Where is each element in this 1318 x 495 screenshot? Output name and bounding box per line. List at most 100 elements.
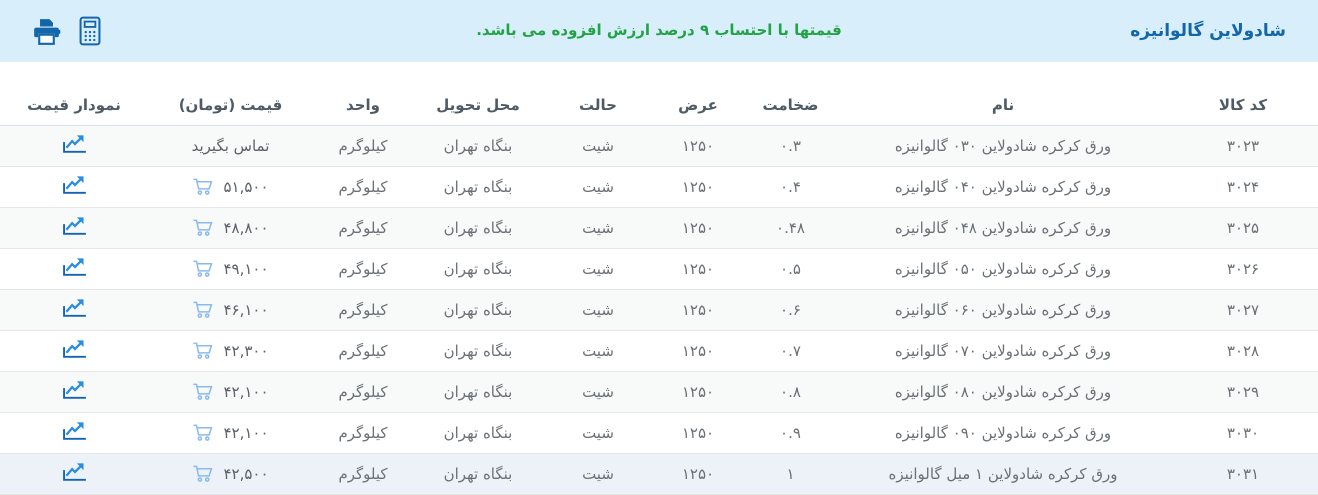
- col-header-price: قیمت (تومان): [148, 85, 313, 126]
- col-header-code: کد کالا: [1168, 85, 1318, 126]
- price-chart-button[interactable]: [62, 462, 87, 481]
- calculator-button[interactable]: [77, 16, 103, 46]
- page-title: شادولاین گالوانیزه: [1130, 21, 1286, 41]
- cell-code: ۳۰۲۷: [1168, 289, 1318, 331]
- line-chart-icon: [62, 422, 87, 443]
- cell-thickness: ۰.۵: [743, 248, 838, 290]
- price-value: ۴۶,۱۰۰: [223, 300, 269, 319]
- cell-unit: کیلوگرم: [313, 330, 413, 372]
- cell-thickness: ۰.۳: [743, 125, 838, 167]
- cell-width: ۱۲۵۰: [653, 166, 743, 208]
- cart-icon: [192, 465, 214, 486]
- calculator-icon: [77, 16, 103, 49]
- cell-unit: کیلوگرم: [313, 371, 413, 413]
- cell-delivery: بنگاه تهران: [413, 248, 543, 290]
- add-to-cart-button[interactable]: [192, 464, 214, 483]
- cell-code: ۳۰۳۱: [1168, 453, 1318, 495]
- cell-delivery: بنگاه تهران: [413, 371, 543, 413]
- cell-state: شیت: [543, 166, 653, 208]
- price-chart-button[interactable]: [62, 134, 87, 153]
- cell-price: ۴۲,۱۰۰: [148, 371, 313, 413]
- cell-thickness: ۰.۴۸: [743, 207, 838, 249]
- table-row: ۳۰۲۳ ورق کرکره شادولاین ۰۳۰ گالوانیزه ۰.…: [0, 125, 1318, 167]
- cell-width: ۱۲۵۰: [653, 248, 743, 290]
- cart-icon: [192, 219, 214, 240]
- cell-delivery: بنگاه تهران: [413, 453, 543, 495]
- cell-name: ورق کرکره شادولاین ۰۸۰ گالوانیزه: [838, 371, 1168, 413]
- add-to-cart-button[interactable]: [192, 382, 214, 401]
- cell-delivery: بنگاه تهران: [413, 289, 543, 331]
- cell-name: ورق کرکره شادولاین ۰۳۰ گالوانیزه: [838, 125, 1168, 167]
- cell-width: ۱۲۵۰: [653, 207, 743, 249]
- table-row: ۳۰۲۵ ورق کرکره شادولاین ۰۴۸ گالوانیزه ۰.…: [0, 207, 1318, 249]
- add-to-cart-button[interactable]: [192, 423, 214, 442]
- cart-icon: [192, 383, 214, 404]
- cell-price: ۵۱,۵۰۰: [148, 166, 313, 208]
- price-table: کد کالا نام ضخامت عرض حالت محل تحویل واح…: [0, 85, 1318, 495]
- cell-unit: کیلوگرم: [313, 453, 413, 495]
- price-chart-button[interactable]: [62, 257, 87, 276]
- cell-chart: [0, 207, 148, 249]
- cell-unit: کیلوگرم: [313, 125, 413, 167]
- cell-name: ورق کرکره شادولاین ۰۹۰ گالوانیزه: [838, 412, 1168, 454]
- line-chart-icon: [62, 381, 87, 402]
- line-chart-icon: [62, 463, 87, 484]
- col-header-unit: واحد: [313, 85, 413, 126]
- table-row: ۳۰۳۰ ورق کرکره شادولاین ۰۹۰ گالوانیزه ۰.…: [0, 412, 1318, 454]
- cell-code: ۳۰۲۳: [1168, 125, 1318, 167]
- cell-delivery: بنگاه تهران: [413, 166, 543, 208]
- add-to-cart-button[interactable]: [192, 341, 214, 360]
- line-chart-icon: [62, 176, 87, 197]
- cell-unit: کیلوگرم: [313, 248, 413, 290]
- add-to-cart-button[interactable]: [192, 259, 214, 278]
- cell-thickness: ۰.۹: [743, 412, 838, 454]
- cell-unit: کیلوگرم: [313, 207, 413, 249]
- price-value: ۴۸,۸۰۰: [223, 218, 269, 237]
- cell-state: شیت: [543, 330, 653, 372]
- cell-chart: [0, 248, 148, 290]
- price-chart-button[interactable]: [62, 421, 87, 440]
- cell-width: ۱۲۵۰: [653, 371, 743, 413]
- cell-state: شیت: [543, 125, 653, 167]
- table-row: ۳۰۲۶ ورق کرکره شادولاین ۰۵۰ گالوانیزه ۰.…: [0, 248, 1318, 290]
- cell-chart: [0, 166, 148, 208]
- cell-unit: کیلوگرم: [313, 289, 413, 331]
- add-to-cart-button[interactable]: [192, 300, 214, 319]
- col-header-delivery: محل تحویل: [413, 85, 543, 126]
- cell-thickness: ۱: [743, 453, 838, 495]
- cell-name: ورق کرکره شادولاین ۰۷۰ گالوانیزه: [838, 330, 1168, 372]
- table-row: ۳۰۲۴ ورق کرکره شادولاین ۰۴۰ گالوانیزه ۰.…: [0, 166, 1318, 208]
- price-chart-button[interactable]: [62, 339, 87, 358]
- price-value: ۴۲,۱۰۰: [223, 382, 269, 401]
- price-chart-button[interactable]: [62, 380, 87, 399]
- cell-name: ورق کرکره شادولاین ۰۴۸ گالوانیزه: [838, 207, 1168, 249]
- cell-name: ورق کرکره شادولاین ۱ میل گالوانیزه: [838, 453, 1168, 495]
- line-chart-icon: [62, 217, 87, 238]
- topbar-icons: [32, 16, 103, 46]
- cart-icon: [192, 424, 214, 445]
- print-button[interactable]: [32, 18, 61, 45]
- cart-icon: [192, 260, 214, 281]
- cell-thickness: ۰.۸: [743, 371, 838, 413]
- cell-width: ۱۲۵۰: [653, 125, 743, 167]
- cell-state: شیت: [543, 453, 653, 495]
- cell-price: ۴۲,۳۰۰: [148, 330, 313, 372]
- price-value: ۴۲,۱۰۰: [223, 423, 269, 442]
- cell-price: ۴۶,۱۰۰: [148, 289, 313, 331]
- price-chart-button[interactable]: [62, 175, 87, 194]
- vat-notice: قیمتها با احتساب ۹ درصد ارزش افزوده می ب…: [476, 21, 842, 39]
- price-value: ۴۲,۵۰۰: [223, 464, 269, 483]
- topbar: شادولاین گالوانیزه قیمتها با احتساب ۹ در…: [0, 0, 1318, 62]
- add-to-cart-button[interactable]: [192, 177, 214, 196]
- cell-delivery: بنگاه تهران: [413, 330, 543, 372]
- cell-price: ۴۲,۵۰۰: [148, 453, 313, 495]
- col-header-chart: نمودار قیمت: [0, 85, 148, 126]
- col-header-name: نام: [838, 85, 1168, 126]
- add-to-cart-button[interactable]: [192, 218, 214, 237]
- price-value: ۴۲,۳۰۰: [223, 341, 269, 360]
- cell-chart: [0, 289, 148, 331]
- price-chart-button[interactable]: [62, 298, 87, 317]
- price-chart-button[interactable]: [62, 216, 87, 235]
- cell-chart: [0, 125, 148, 167]
- cell-name: ورق کرکره شادولاین ۰۴۰ گالوانیزه: [838, 166, 1168, 208]
